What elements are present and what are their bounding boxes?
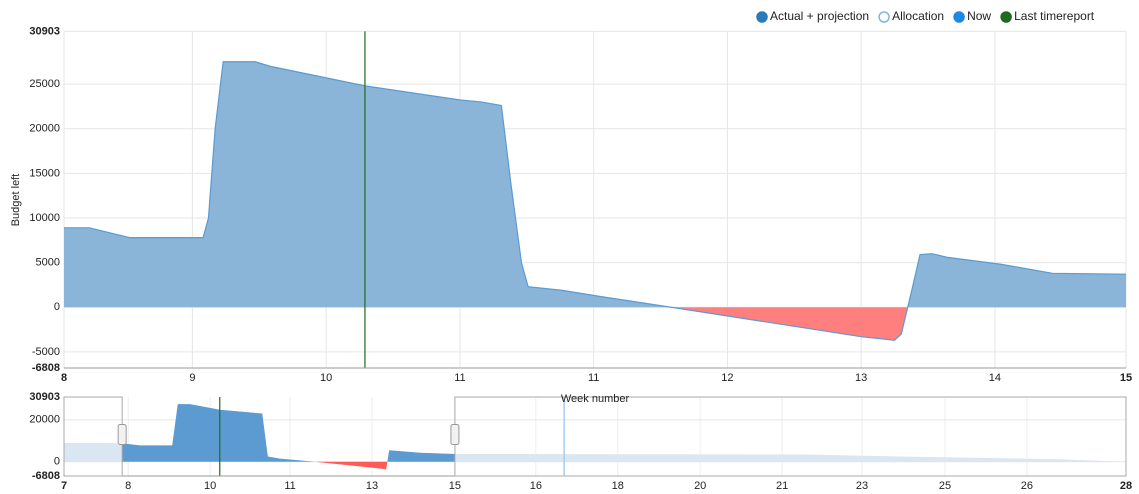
x-tick-label: 15	[449, 480, 461, 492]
x-tick-label: 26	[1021, 480, 1033, 492]
area-negative	[671, 307, 908, 341]
y-tick-label: 0	[54, 301, 60, 313]
x-tick-label: 18	[612, 480, 624, 492]
y-tick-label: 10000	[29, 212, 60, 224]
x-tick-label: 23	[856, 480, 868, 492]
unselected-right	[454, 396, 1127, 477]
legend-label[interactable]: Actual + projection	[770, 9, 869, 23]
legend-marker	[953, 11, 965, 23]
x-tick-label: 10	[320, 372, 332, 384]
y-tick-label: 5000	[36, 257, 60, 269]
legend-marker	[878, 11, 890, 23]
y-tick-label: 25000	[29, 78, 60, 90]
y-tick-label: -5000	[32, 346, 60, 358]
x-tick-label: 8	[61, 372, 67, 384]
area-negative	[314, 461, 388, 470]
series-line	[64, 61, 1127, 341]
x-tick-label: 8	[125, 480, 131, 492]
legend-label[interactable]: Allocation	[892, 9, 944, 23]
x-tick-label: 13	[855, 372, 867, 384]
y-tick-label: 20000	[29, 123, 60, 135]
legend-marker	[1000, 11, 1012, 23]
area-positive	[64, 61, 1126, 308]
x-axis-label: Week number	[561, 393, 630, 405]
legend: Actual + projection Allocation Now Last tim…	[756, 9, 1095, 23]
y-axis-label: Budget left	[10, 174, 22, 227]
y-tick-label: 20000	[29, 414, 60, 426]
legend-marker	[756, 11, 768, 23]
y-tick-label: -6808	[32, 362, 60, 374]
legend-label[interactable]: Now	[967, 9, 991, 23]
unselected-left	[63, 396, 123, 477]
x-tick-label: 20	[694, 480, 706, 492]
y-tick-label: 30903	[29, 391, 60, 403]
x-tick-label: 13	[366, 480, 378, 492]
x-tick-label: 11	[284, 480, 295, 492]
y-tick-label: 0	[54, 456, 60, 468]
x-tick-label: 12	[721, 372, 733, 384]
y-tick-label: 30903	[29, 25, 60, 37]
x-tick-label: 11	[454, 372, 465, 384]
x-tick-label: 21	[776, 480, 788, 492]
y-tick-label: 15000	[29, 167, 60, 179]
x-tick-label: 10	[204, 480, 216, 492]
x-tick-label: 7	[61, 480, 67, 492]
y-tick-label: -6808	[32, 470, 60, 482]
x-tick-label: 16	[530, 480, 542, 492]
range-handle[interactable]	[117, 424, 127, 445]
area-faint	[64, 404, 1126, 470]
range-handle[interactable]	[450, 424, 460, 445]
x-tick-label: 25	[939, 480, 951, 492]
x-tick-label: 11	[588, 372, 599, 384]
x-tick-label: 9	[189, 372, 195, 384]
x-tick-label: 15	[1120, 372, 1132, 384]
legend-label[interactable]: Last timereport	[1014, 9, 1095, 23]
x-tick-label: 14	[989, 372, 1001, 384]
area-positive	[122, 404, 455, 462]
x-tick-label: 28	[1120, 480, 1132, 492]
